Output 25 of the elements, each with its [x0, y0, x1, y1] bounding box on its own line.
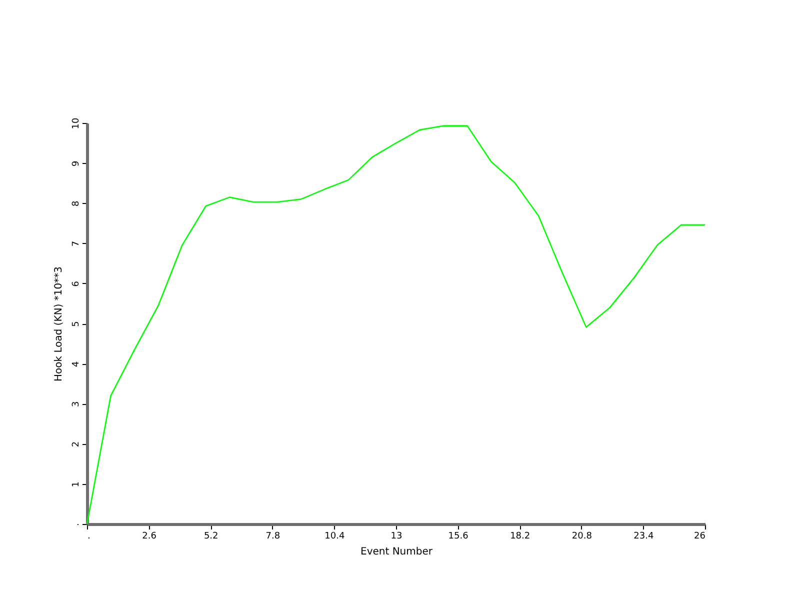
x-tick-label: 20.8 — [572, 532, 592, 542]
y-tick-label: . — [72, 523, 82, 526]
x-tick-label: 18.2 — [510, 532, 530, 542]
x-tick-label: 10.4 — [324, 532, 345, 542]
y-tick-label: 3 — [72, 401, 82, 408]
y-tick-label: 8 — [72, 200, 82, 207]
y-tick-label: 9 — [72, 160, 82, 166]
x-tick-label: . — [88, 532, 90, 542]
y-tick-label: 1 — [72, 482, 82, 488]
x-axis-title: Event Number — [360, 546, 434, 558]
x-tick-label: 23.4 — [634, 532, 654, 542]
line-series — [86, 125, 706, 525]
x-tick-label: 5.2 — [204, 532, 218, 542]
x-tick-label: 7.8 — [266, 532, 280, 542]
y-tick-label: 10 — [72, 118, 82, 130]
y-tick-label: 4 — [72, 360, 82, 367]
x-tick-label: 15.6 — [448, 532, 469, 542]
y-tick-label: 2 — [72, 441, 82, 448]
y-axis-title: Hook Load (KN) *10**3 — [54, 266, 64, 382]
x-tick-label: 13 — [390, 532, 402, 542]
y-tick-label: 6 — [72, 280, 82, 287]
y-tick-label: 5 — [72, 321, 82, 327]
x-tick-label: 26 — [694, 532, 706, 542]
x-tick-label: 2.6 — [142, 532, 157, 542]
y-tick-label: 7 — [72, 240, 82, 247]
